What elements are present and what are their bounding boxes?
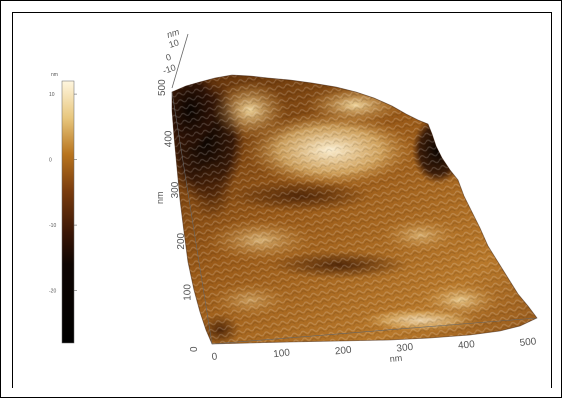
y-axis-ticks: 0 100 200 300 400 500 (157, 79, 200, 352)
y-axis-tick-label: 400 (163, 130, 174, 147)
x-axis-tick-label: 200 (334, 345, 352, 358)
x-axis-tick-label: 100 (273, 347, 291, 360)
y-axis-unit-label: nm (155, 191, 165, 204)
x-axis: 0 100 200 300 400 500 nm (211, 317, 537, 364)
colorbar: nm 10 0 -10 -20 (49, 72, 77, 344)
z-axis-tick-label: 0 (165, 52, 173, 63)
y-axis-tick-label: 300 (170, 181, 181, 198)
colorbar-tick-label: 0 (49, 158, 52, 164)
z-axis: 10 0-10 nm (162, 26, 189, 89)
colorbar-tick-label: -10 (49, 223, 56, 229)
y-axis-tick-label: 500 (157, 79, 168, 96)
y-axis-tick-label: 100 (183, 284, 194, 301)
x-axis-tick-label: 0 (211, 351, 218, 363)
colorbar-ticks: 10 0 -10 -20 (49, 92, 77, 295)
x-axis-tick-label: 400 (458, 339, 476, 352)
x-axis-ticks: 0 100 200 300 400 500 (211, 336, 537, 363)
y-axis-tick-label: 200 (176, 232, 187, 249)
z-axis-tick-label: 10 (168, 37, 181, 50)
z-axis-tick-label: -10 (162, 62, 177, 76)
afm-surface (171, 74, 538, 345)
colorbar-tick-label: 10 (49, 92, 55, 98)
x-axis-unit-label: nm (389, 353, 402, 364)
colorbar-tick-label: -20 (49, 289, 56, 295)
y-axis-tick-label: 0 (189, 346, 200, 352)
x-axis-tick-label: 300 (396, 342, 414, 355)
x-axis-tick-label: 500 (519, 336, 537, 349)
colorbar-unit-label: nm (51, 72, 58, 78)
colorbar-gradient (61, 80, 75, 344)
y-axis: 0 100 200 300 400 500 nm (155, 79, 213, 352)
z-axis-ticks: 10 0-10 (162, 37, 181, 76)
z-axis-unit-label: nm (166, 26, 181, 40)
